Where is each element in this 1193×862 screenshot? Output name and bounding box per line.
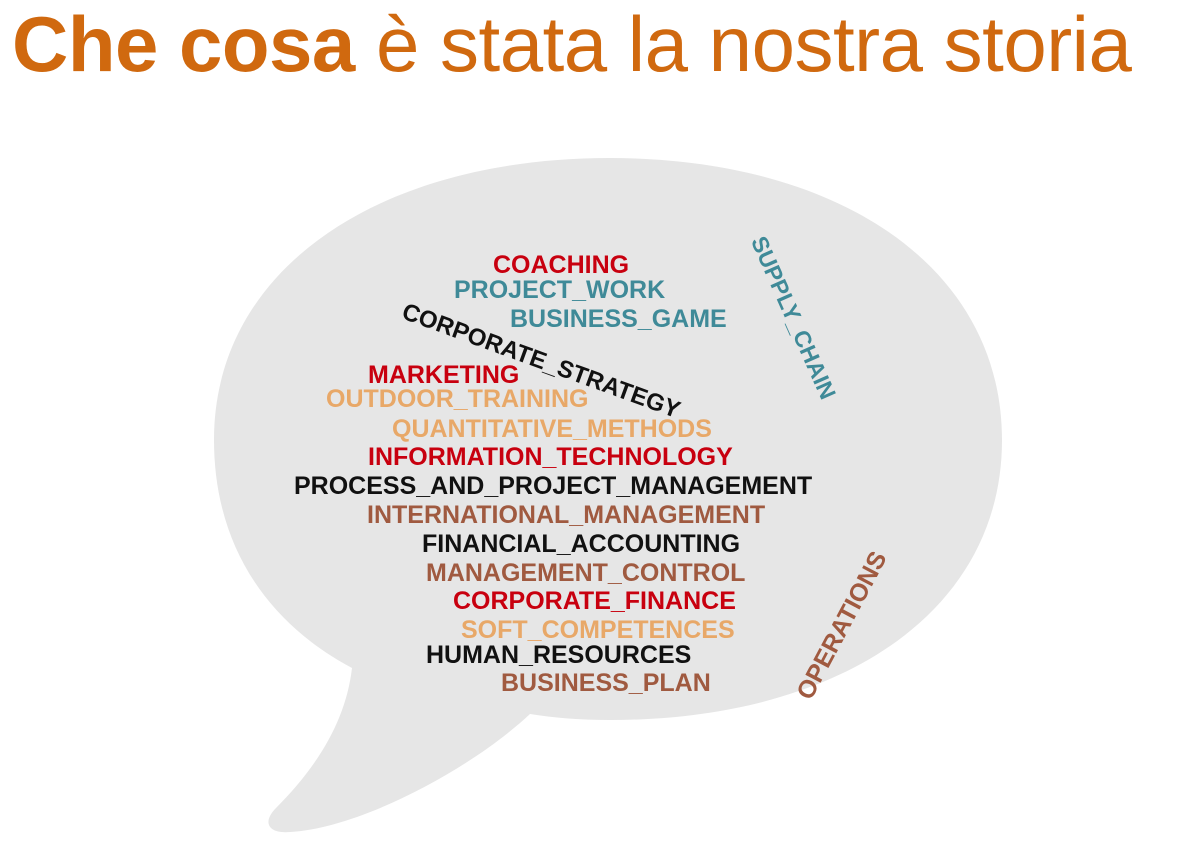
word-business-plan: BUSINESS_PLAN <box>501 669 711 697</box>
title-bold-part: Che cosa <box>12 0 355 88</box>
word-international-management: INTERNATIONAL_MANAGEMENT <box>367 501 766 529</box>
word-corporate-finance: CORPORATE_FINANCE <box>453 587 736 615</box>
word-outdoor-training: OUTDOOR_TRAINING <box>326 385 589 413</box>
title-normal-part: è stata la nostra storia <box>354 0 1132 88</box>
word-operations: OPERATIONS <box>791 546 893 705</box>
word-process-and-project-management: PROCESS_AND_PROJECT_MANAGEMENT <box>294 472 813 500</box>
word-financial-accounting: FINANCIAL_ACCOUNTING <box>422 530 741 558</box>
word-supply-chain: SUPPLY_CHAIN <box>746 232 842 404</box>
page-title: Che cosa è stata la nostra storia <box>12 0 1132 90</box>
word-soft-competences: SOFT_COMPETENCES <box>461 616 735 644</box>
word-business-game: BUSINESS_GAME <box>510 305 727 333</box>
word-quantitative-methods: QUANTITATIVE_METHODS <box>392 415 712 443</box>
speech-bubble-shape <box>214 158 1002 833</box>
word-human-resources: HUMAN_RESOURCES <box>426 641 692 669</box>
word-management-control: MANAGEMENT_CONTROL <box>426 559 746 587</box>
word-information-technology: INFORMATION_TECHNOLOGY <box>368 443 733 471</box>
word-coaching: COACHING <box>493 251 630 279</box>
word-marketing: MARKETING <box>368 361 520 389</box>
word-project-work: PROJECT_WORK <box>454 276 666 304</box>
